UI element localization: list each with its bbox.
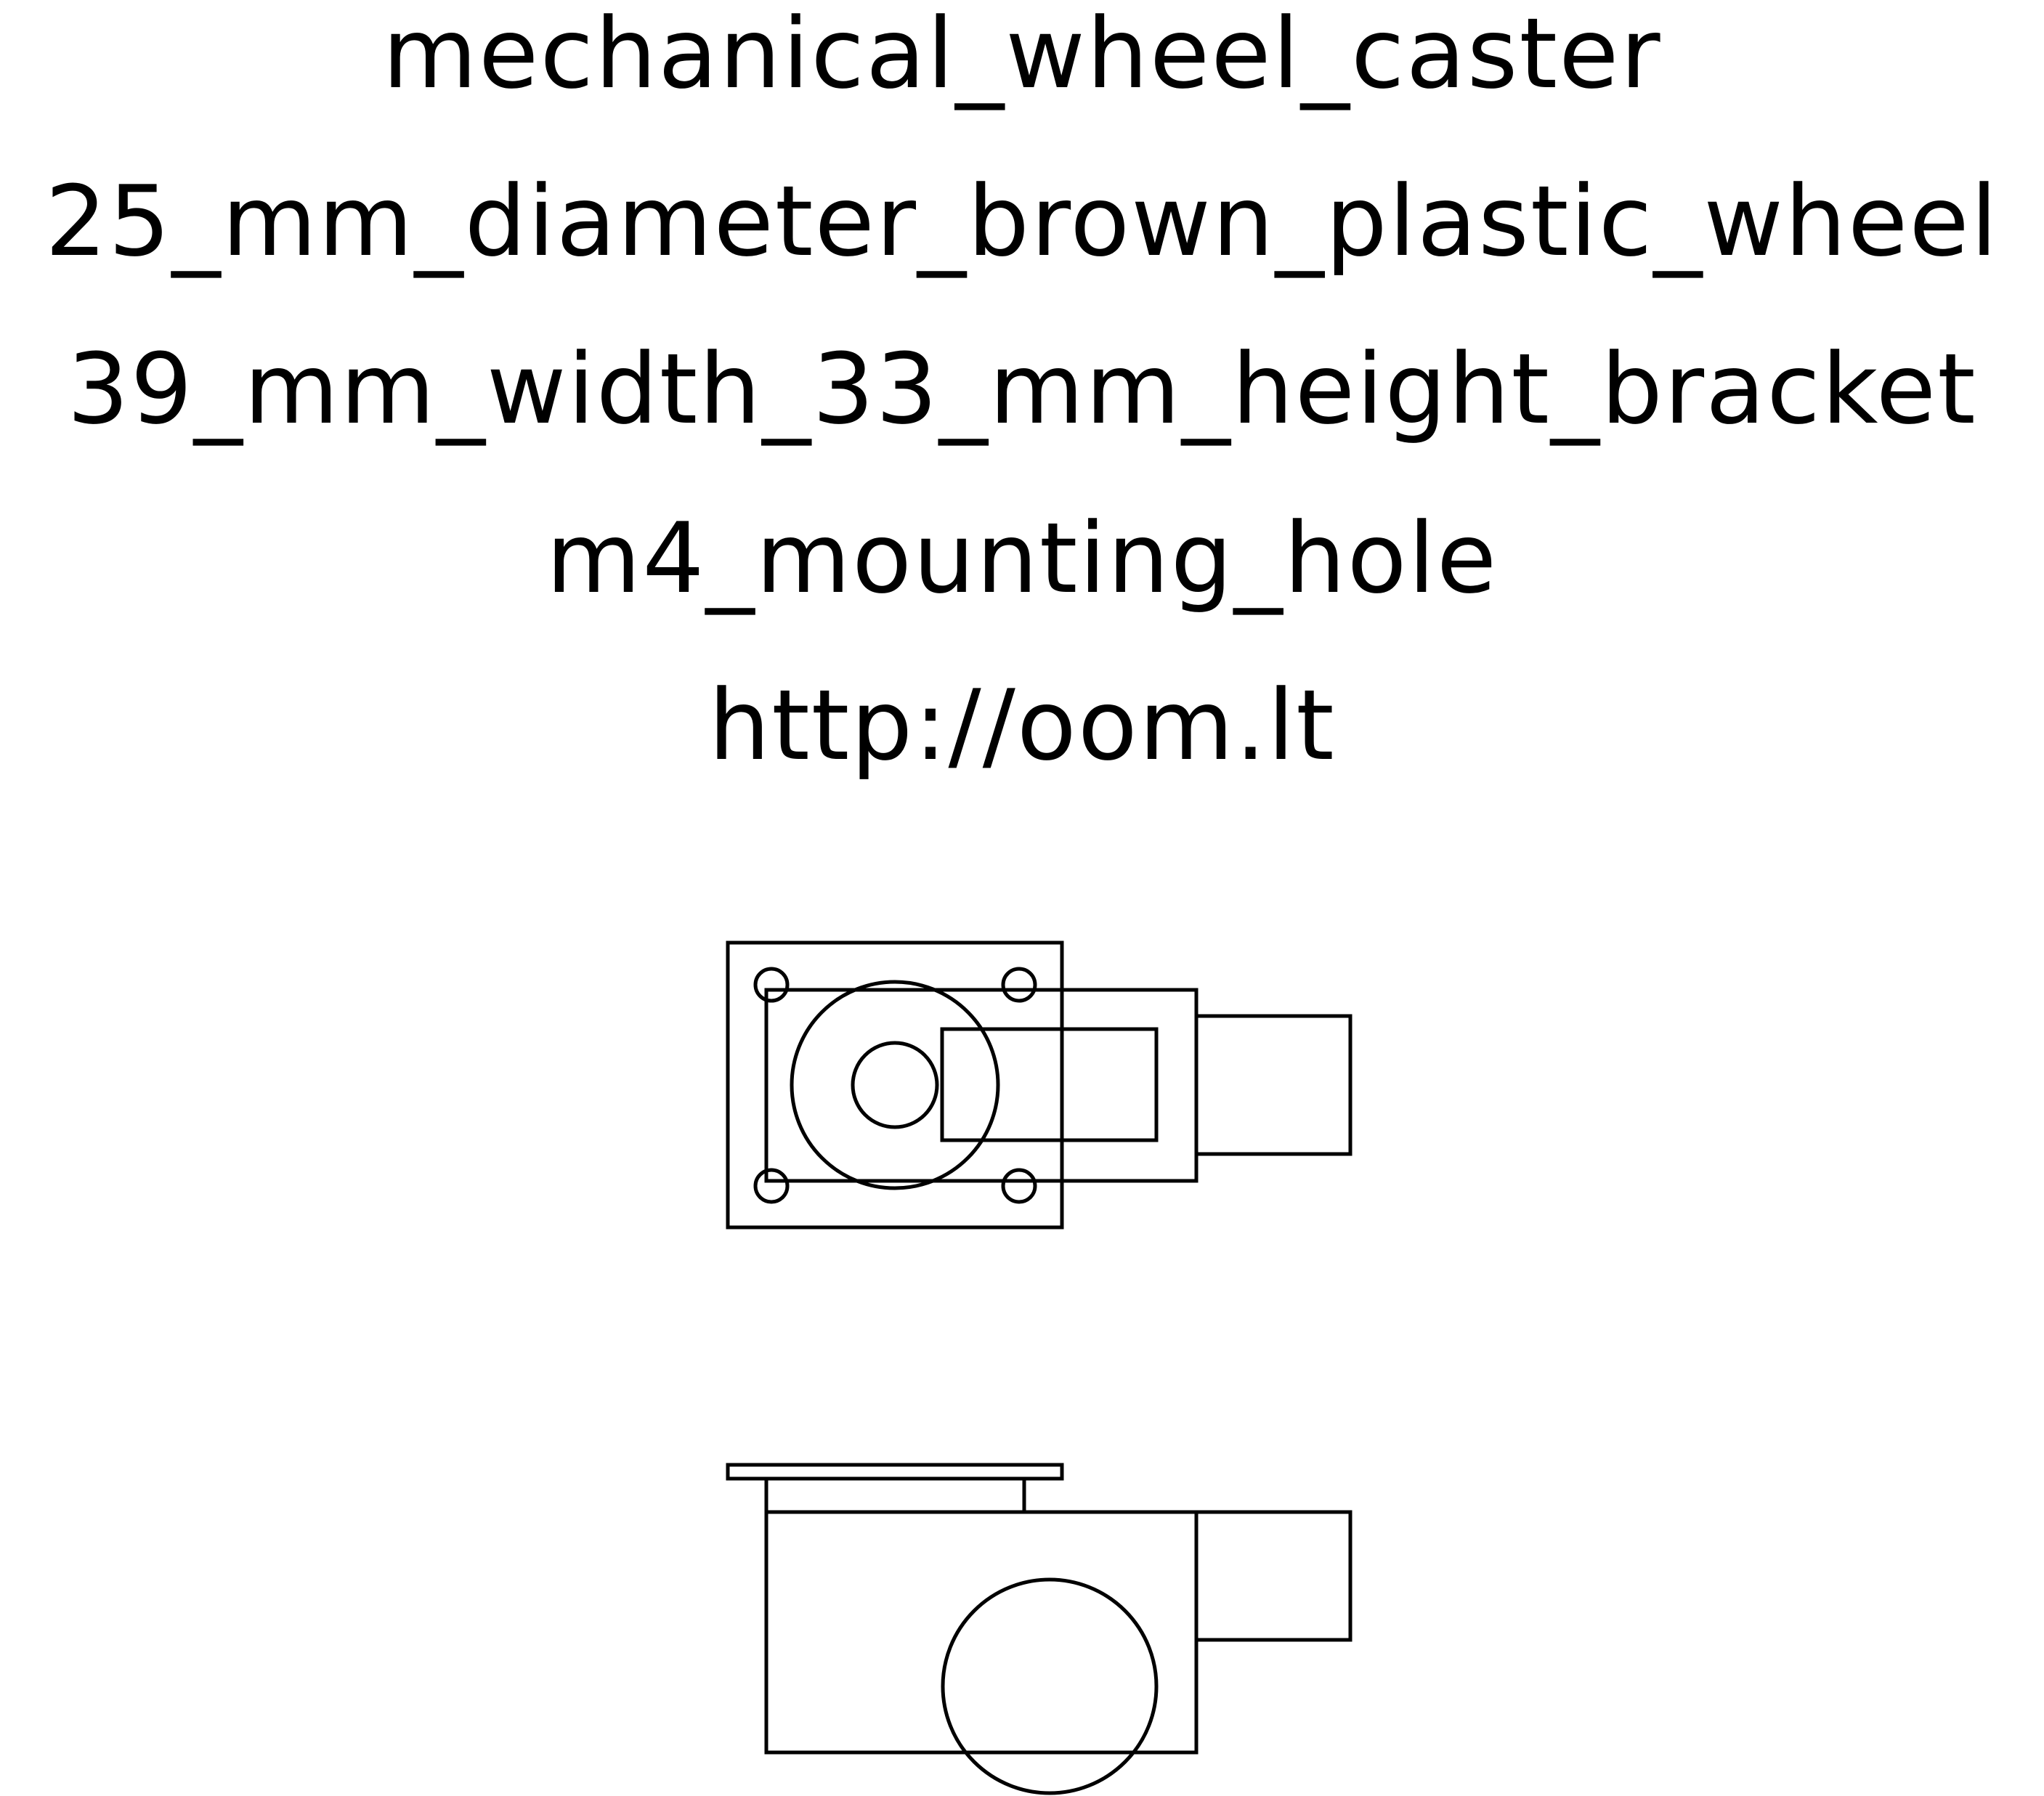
mounting-hole-top-left	[753, 967, 790, 1003]
wheel-spec-label: 25_mm_diameter_brown_plastic_wheel	[44, 165, 2000, 278]
bracket-body-side	[764, 1510, 1199, 1755]
mounting-hole-label: m4_mounting_hole	[546, 502, 1498, 615]
mounting-hole-bottom-right	[1001, 1168, 1037, 1204]
wheel-side	[941, 1577, 1159, 1795]
swivel-ring-outer	[790, 980, 1000, 1190]
bracket-extension-top	[1194, 1014, 1352, 1156]
side-view	[726, 1463, 1352, 1795]
wheel-slot-top	[940, 1027, 1159, 1142]
top-view	[726, 940, 1352, 1230]
top-plate-outline	[726, 940, 1064, 1230]
url-label: http://oom.lt	[708, 669, 1336, 782]
bracket-body-top	[764, 988, 1199, 1183]
bracket-spec-label: 39_mm_width_33_mm_height_bracket	[67, 333, 1977, 446]
swivel-housing-side	[764, 1476, 1026, 1514]
mounting-hole-bottom-left	[753, 1168, 790, 1204]
swivel-ring-inner	[851, 1041, 939, 1129]
mounting-hole-top-right	[1001, 967, 1037, 1003]
bracket-extension-side	[1194, 1510, 1352, 1642]
mounting-plate-side	[726, 1463, 1064, 1481]
part-name-label: mechanical_wheel_caster	[382, 0, 1662, 110]
